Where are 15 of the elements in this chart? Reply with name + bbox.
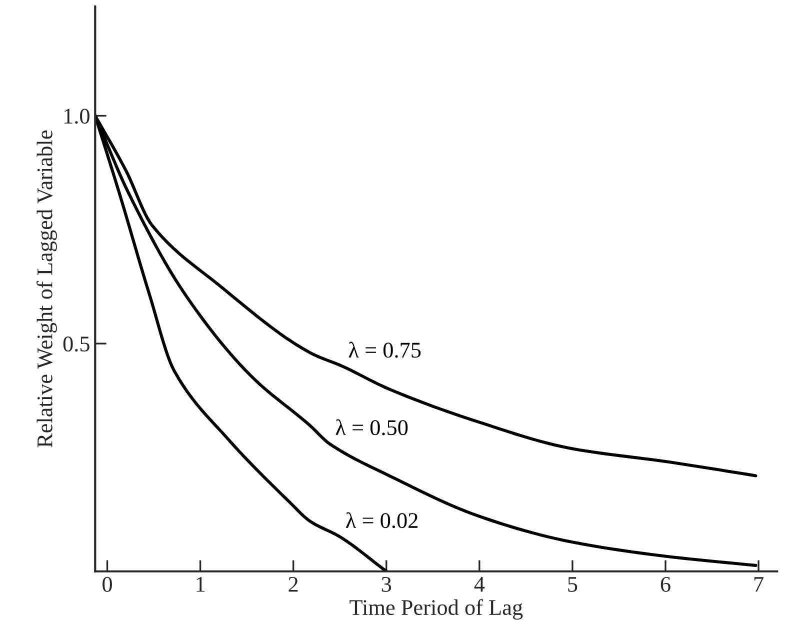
- x-tick-label: 2: [288, 576, 298, 592]
- x-axis-title: Time Period of Lag: [350, 599, 523, 620]
- series-label: λ = 0.75: [348, 342, 421, 358]
- y-tick-label: 1.0: [64, 108, 90, 124]
- x-tick-label: 4: [474, 577, 485, 592]
- series-label: λ = 0.50: [336, 419, 408, 436]
- x-tick-label: 7: [754, 577, 764, 592]
- x-tick-label: 0: [102, 576, 112, 592]
- x-tick-label: 1: [196, 576, 205, 592]
- y-tick-label: 0.5: [63, 336, 90, 352]
- y-axis-title: Relative Weight of Lagged Variable: [36, 130, 57, 448]
- series-label: λ = 0.02: [346, 512, 418, 528]
- x-tick-label: 3: [382, 576, 392, 592]
- x-tick-label: 6: [660, 576, 670, 592]
- x-tick-label: 5: [568, 577, 578, 592]
